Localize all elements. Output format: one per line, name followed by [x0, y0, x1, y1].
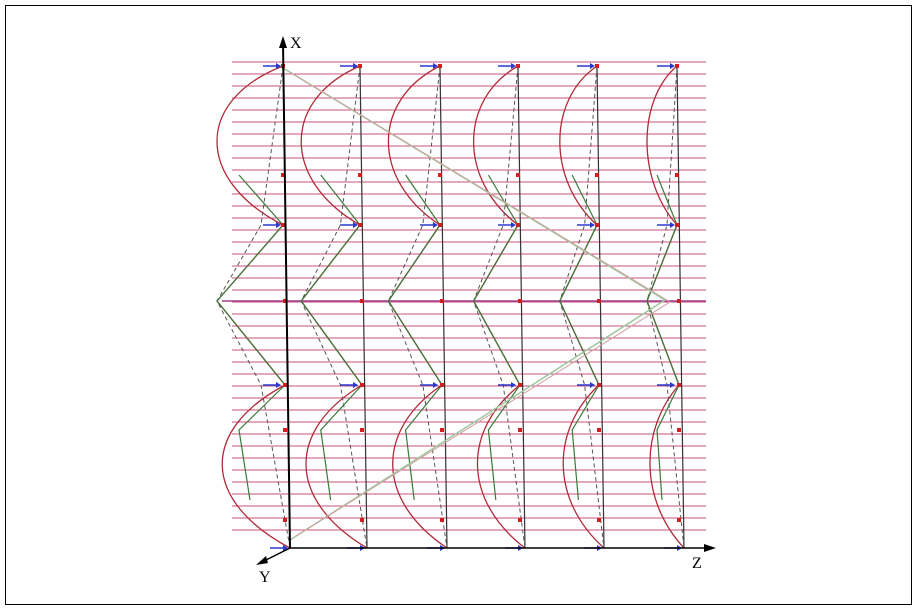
node	[595, 173, 599, 177]
node	[283, 518, 287, 522]
node	[440, 383, 444, 387]
node	[516, 173, 520, 177]
node	[438, 64, 442, 68]
node	[518, 428, 522, 432]
y-label: Y	[259, 569, 271, 586]
node	[518, 383, 522, 387]
node	[440, 518, 444, 522]
node	[358, 223, 362, 227]
node	[358, 64, 362, 68]
node	[675, 173, 679, 177]
node	[595, 64, 599, 68]
node	[516, 64, 520, 68]
node	[360, 299, 364, 303]
node	[281, 223, 285, 227]
node	[440, 428, 444, 432]
node	[283, 383, 287, 387]
z-label: Z	[692, 555, 702, 572]
node	[358, 173, 362, 177]
node	[597, 518, 601, 522]
node	[675, 223, 679, 227]
node	[597, 428, 601, 432]
node	[438, 173, 442, 177]
node	[360, 518, 364, 522]
node	[677, 383, 681, 387]
node	[518, 518, 522, 522]
node	[518, 299, 522, 303]
node	[440, 299, 444, 303]
node	[360, 428, 364, 432]
figure: X Y Z	[0, 0, 918, 611]
node	[360, 383, 364, 387]
node	[677, 428, 681, 432]
node	[597, 383, 601, 387]
x-label: X	[290, 35, 302, 52]
node	[677, 299, 681, 303]
node	[595, 223, 599, 227]
frame	[6, 6, 912, 605]
node	[438, 223, 442, 227]
node	[677, 518, 681, 522]
node	[283, 428, 287, 432]
node	[675, 64, 679, 68]
node	[597, 299, 601, 303]
node	[516, 223, 520, 227]
